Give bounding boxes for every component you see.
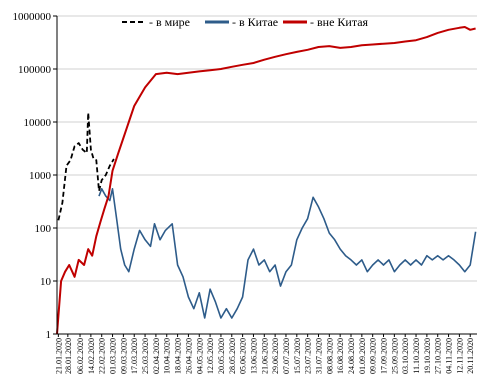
x-axis-ticks: 21.01.2020 28.01.2020 06.02.2020 14.02.2020… xyxy=(54,334,475,374)
x-tick-label: 31.07.2020 xyxy=(314,338,323,374)
x-tick-label: 08.08.2020 xyxy=(325,338,334,374)
x-tick-label: 17.03.2020 xyxy=(130,338,139,374)
x-tick-label: 24.08.2020 xyxy=(347,338,356,374)
y-tick-label: 100 xyxy=(35,223,52,235)
x-tick-label: 27.10.2020 xyxy=(434,338,443,374)
x-tick-label: 10.04.2020 xyxy=(163,338,172,374)
x-tick-label: 05.06.2020 xyxy=(239,338,248,374)
x-tick-label: 14.02.2020 xyxy=(87,338,96,374)
x-tick-label: 11.10.2020 xyxy=(412,338,421,374)
legend: - в мире - в Китае - вне Китая xyxy=(122,15,369,29)
legend-label: - в мире xyxy=(149,15,190,29)
y-tick-label: 1000000 xyxy=(13,11,52,23)
x-tick-label: 06.02.2020 xyxy=(76,338,85,374)
x-tick-label: 19.10.2020 xyxy=(423,338,432,374)
x-tick-label: 01.03.2020 xyxy=(109,338,118,374)
series-line xyxy=(57,111,115,221)
x-tick-label: 09.03.2020 xyxy=(119,338,128,374)
x-tick-label: 18.04.2020 xyxy=(174,338,183,374)
x-tick-label: 07.07.2020 xyxy=(282,338,291,374)
series-line xyxy=(98,188,477,319)
y-tick-label: 10 xyxy=(40,276,52,288)
x-tick-label: 23.07.2020 xyxy=(304,338,313,374)
x-tick-label: 12.11.2020 xyxy=(455,338,464,374)
y-tick-label: 100000 xyxy=(18,64,52,76)
x-tick-label: 16.08.2020 xyxy=(336,338,345,374)
x-tick-label: 21.06.2020 xyxy=(260,338,269,374)
x-tick-label: 25.03.2020 xyxy=(141,338,150,374)
x-tick-label: 21.01.2020 xyxy=(54,338,63,374)
x-tick-label: 09.09.2020 xyxy=(369,338,378,374)
series-line xyxy=(56,26,476,335)
x-tick-label: 25.09.2020 xyxy=(390,338,399,374)
x-tick-label: 28.01.2020 xyxy=(64,338,73,374)
x-tick-label: 02.04.2020 xyxy=(152,338,161,374)
x-tick-label: 28.05.2020 xyxy=(228,338,237,374)
y-tick-label: 10000 xyxy=(24,117,52,129)
x-tick-label: 04.05.2020 xyxy=(195,338,204,374)
legend-label: - в Китае xyxy=(232,15,278,29)
y-axis-ticks: 1 10 100 1000 10000 100000 1000000 xyxy=(13,11,52,341)
x-tick-label: 29.06.2020 xyxy=(271,338,280,374)
series-lines xyxy=(56,26,477,335)
x-tick-label: 17.09.2020 xyxy=(380,338,389,374)
y-tick-label: 1 xyxy=(46,329,52,341)
x-tick-label: 22.02.2020 xyxy=(98,338,107,374)
x-tick-label: 04.11.2020 xyxy=(445,338,454,374)
x-tick-label: 15.07.2020 xyxy=(293,338,302,374)
y-tick-label: 1000 xyxy=(29,170,52,182)
x-tick-label: 12.05.2020 xyxy=(206,338,215,374)
grid-lines xyxy=(53,15,477,335)
x-tick-label: 03.10.2020 xyxy=(401,338,410,374)
x-tick-label: 13.06.2020 xyxy=(249,338,258,374)
x-tick-label: 20.11.2020 xyxy=(466,338,475,374)
x-tick-label: 26.04.2020 xyxy=(184,338,193,374)
x-tick-label: 01.09.2020 xyxy=(358,338,367,374)
x-tick-label: 20.05.2020 xyxy=(217,338,226,374)
legend-label: - вне Китая xyxy=(310,15,369,29)
